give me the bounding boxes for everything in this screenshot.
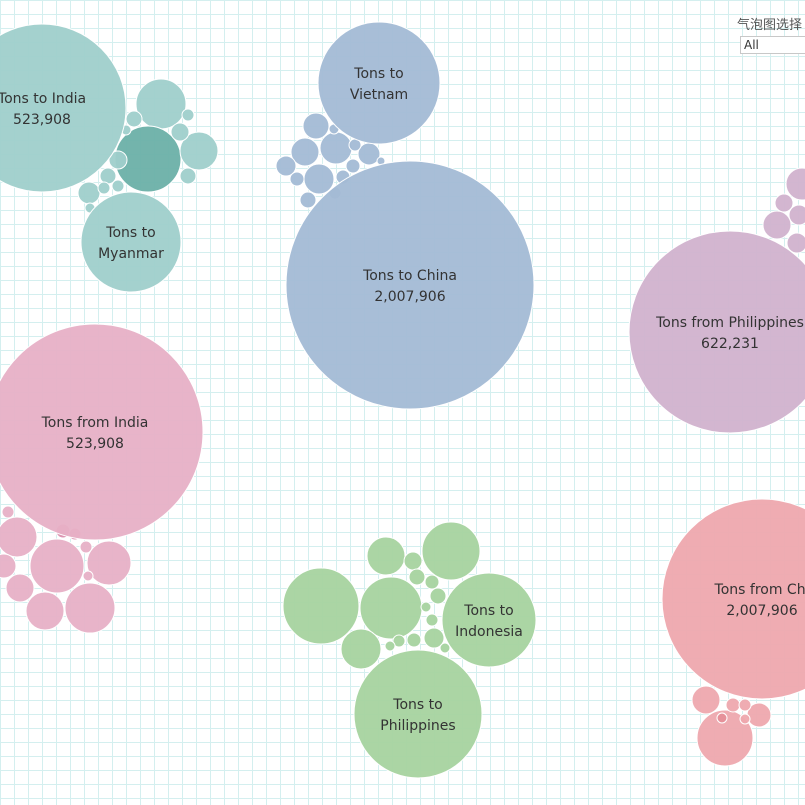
bubble-label-line1: Tons from Philippines — [655, 315, 804, 331]
bubble[interactable] — [181, 108, 195, 122]
bubble-label-line2: Vietnam — [350, 87, 408, 103]
bubble[interactable] — [774, 193, 794, 213]
bubble[interactable] — [738, 698, 752, 712]
bubble[interactable] — [79, 540, 93, 554]
bubble-label-line2: Philippines — [380, 718, 455, 734]
bubble-tons-to-vietnam[interactable] — [317, 21, 441, 145]
bubble[interactable] — [289, 171, 305, 187]
bubble-label: Tons to Vietnam — [350, 66, 408, 103]
bubble[interactable] — [423, 627, 445, 649]
bubble-selector-filter: 气泡图选择 All — [737, 14, 805, 54]
bubble-label-line2: 2,007,906 — [726, 603, 797, 619]
bubble[interactable] — [170, 122, 190, 142]
bubble[interactable] — [408, 568, 426, 586]
bubble-label-line2: 2,007,906 — [374, 289, 445, 305]
bubble[interactable] — [108, 150, 128, 170]
bubble[interactable] — [406, 632, 422, 648]
bubble[interactable] — [366, 536, 406, 576]
bubble[interactable] — [340, 628, 382, 670]
bubble-label-line2: Myanmar — [98, 246, 164, 262]
bubble-label-line1: Tons from Chi — [714, 582, 805, 598]
bubble-label-line1: Tons to — [463, 603, 513, 619]
bubble[interactable] — [392, 634, 406, 648]
bubble[interactable] — [275, 155, 297, 177]
bubble[interactable] — [439, 642, 451, 654]
bubble[interactable] — [5, 573, 35, 603]
bubble-label-line2: 523,908 — [13, 112, 71, 128]
bubble[interactable] — [786, 232, 805, 254]
bubble[interactable] — [691, 685, 721, 715]
bubble[interactable] — [716, 712, 728, 724]
bubble[interactable] — [403, 551, 423, 571]
bubble-label: Tons to India 523,908 — [0, 91, 86, 128]
bubble[interactable] — [282, 567, 360, 645]
bubble[interactable] — [82, 570, 94, 582]
bubble[interactable] — [299, 191, 317, 209]
bubble[interactable] — [29, 538, 85, 594]
bubble[interactable] — [290, 137, 320, 167]
filter-dropdown[interactable]: All — [740, 36, 805, 54]
bubble-label: Tons to Myanmar — [98, 225, 164, 262]
bubble[interactable] — [1, 505, 15, 519]
bubble[interactable] — [359, 576, 423, 640]
bubble[interactable] — [762, 210, 792, 240]
bubble[interactable] — [421, 521, 481, 581]
bubble-label: Tons from India 523,908 — [41, 415, 149, 452]
bubble-tons-from-india[interactable] — [0, 323, 204, 541]
bubble-tons-from-china[interactable] — [661, 498, 805, 700]
bubble[interactable] — [345, 158, 361, 174]
bubble[interactable] — [696, 709, 754, 767]
bubble[interactable] — [302, 112, 330, 140]
bubble-tons-to-indonesia[interactable] — [441, 572, 537, 668]
bubble-label-line2: Indonesia — [455, 624, 523, 640]
bubble[interactable] — [179, 167, 197, 185]
bubble[interactable] — [0, 516, 38, 558]
bubble-label-line2: 622,231 — [701, 336, 759, 352]
bubble[interactable] — [725, 697, 741, 713]
bubble[interactable] — [785, 167, 805, 201]
bubble-tons-to-philippines[interactable] — [353, 649, 483, 779]
bubble-label-line1: Tons to China — [362, 268, 457, 284]
bubble[interactable] — [111, 179, 125, 193]
bubble[interactable] — [384, 640, 396, 652]
bubble[interactable] — [97, 181, 111, 195]
bubble[interactable] — [77, 181, 101, 205]
bubble-label-line1: Tons to — [392, 697, 442, 713]
bubble[interactable] — [64, 582, 116, 634]
bubble-label: Tons to China 2,007,906 — [362, 268, 457, 305]
bubble[interactable] — [425, 613, 439, 627]
bubble[interactable] — [125, 110, 143, 128]
bubble-label-line1: Tons to — [353, 66, 403, 82]
bubble[interactable] — [303, 163, 335, 195]
bubble[interactable] — [739, 713, 751, 725]
bubble-tons-from-philippines[interactable] — [628, 230, 805, 434]
bubble[interactable] — [135, 78, 187, 130]
bubble[interactable] — [424, 574, 440, 590]
bubble[interactable] — [429, 587, 447, 605]
bubble-label: Tons to Indonesia — [455, 603, 523, 640]
bubble-label: Tons to Philippines — [380, 697, 455, 734]
bubble[interactable] — [179, 131, 219, 171]
bubble-label-line1: Tons from India — [41, 415, 149, 431]
bubble[interactable] — [86, 540, 132, 586]
bubble-label-line1: Tons to India — [0, 91, 86, 107]
bubble-label: Tons from Philippines 622,231 — [655, 315, 804, 352]
bubble-label-line2: 523,908 — [66, 436, 124, 452]
filter-title: 气泡图选择 — [737, 18, 803, 33]
bubble-tons-to-myanmar[interactable] — [80, 191, 182, 293]
bubble-label: Tons from Chi 2,007,906 — [714, 582, 805, 619]
bubble[interactable] — [0, 553, 17, 579]
bubble[interactable] — [420, 601, 432, 613]
bubble[interactable] — [25, 591, 65, 631]
bubble[interactable] — [319, 131, 353, 165]
bubble[interactable] — [788, 204, 805, 226]
bubble-tons-to-india[interactable] — [0, 23, 127, 193]
bubble-tons-to-china[interactable] — [285, 160, 535, 410]
bubble-label-line1: Tons to — [105, 225, 155, 241]
